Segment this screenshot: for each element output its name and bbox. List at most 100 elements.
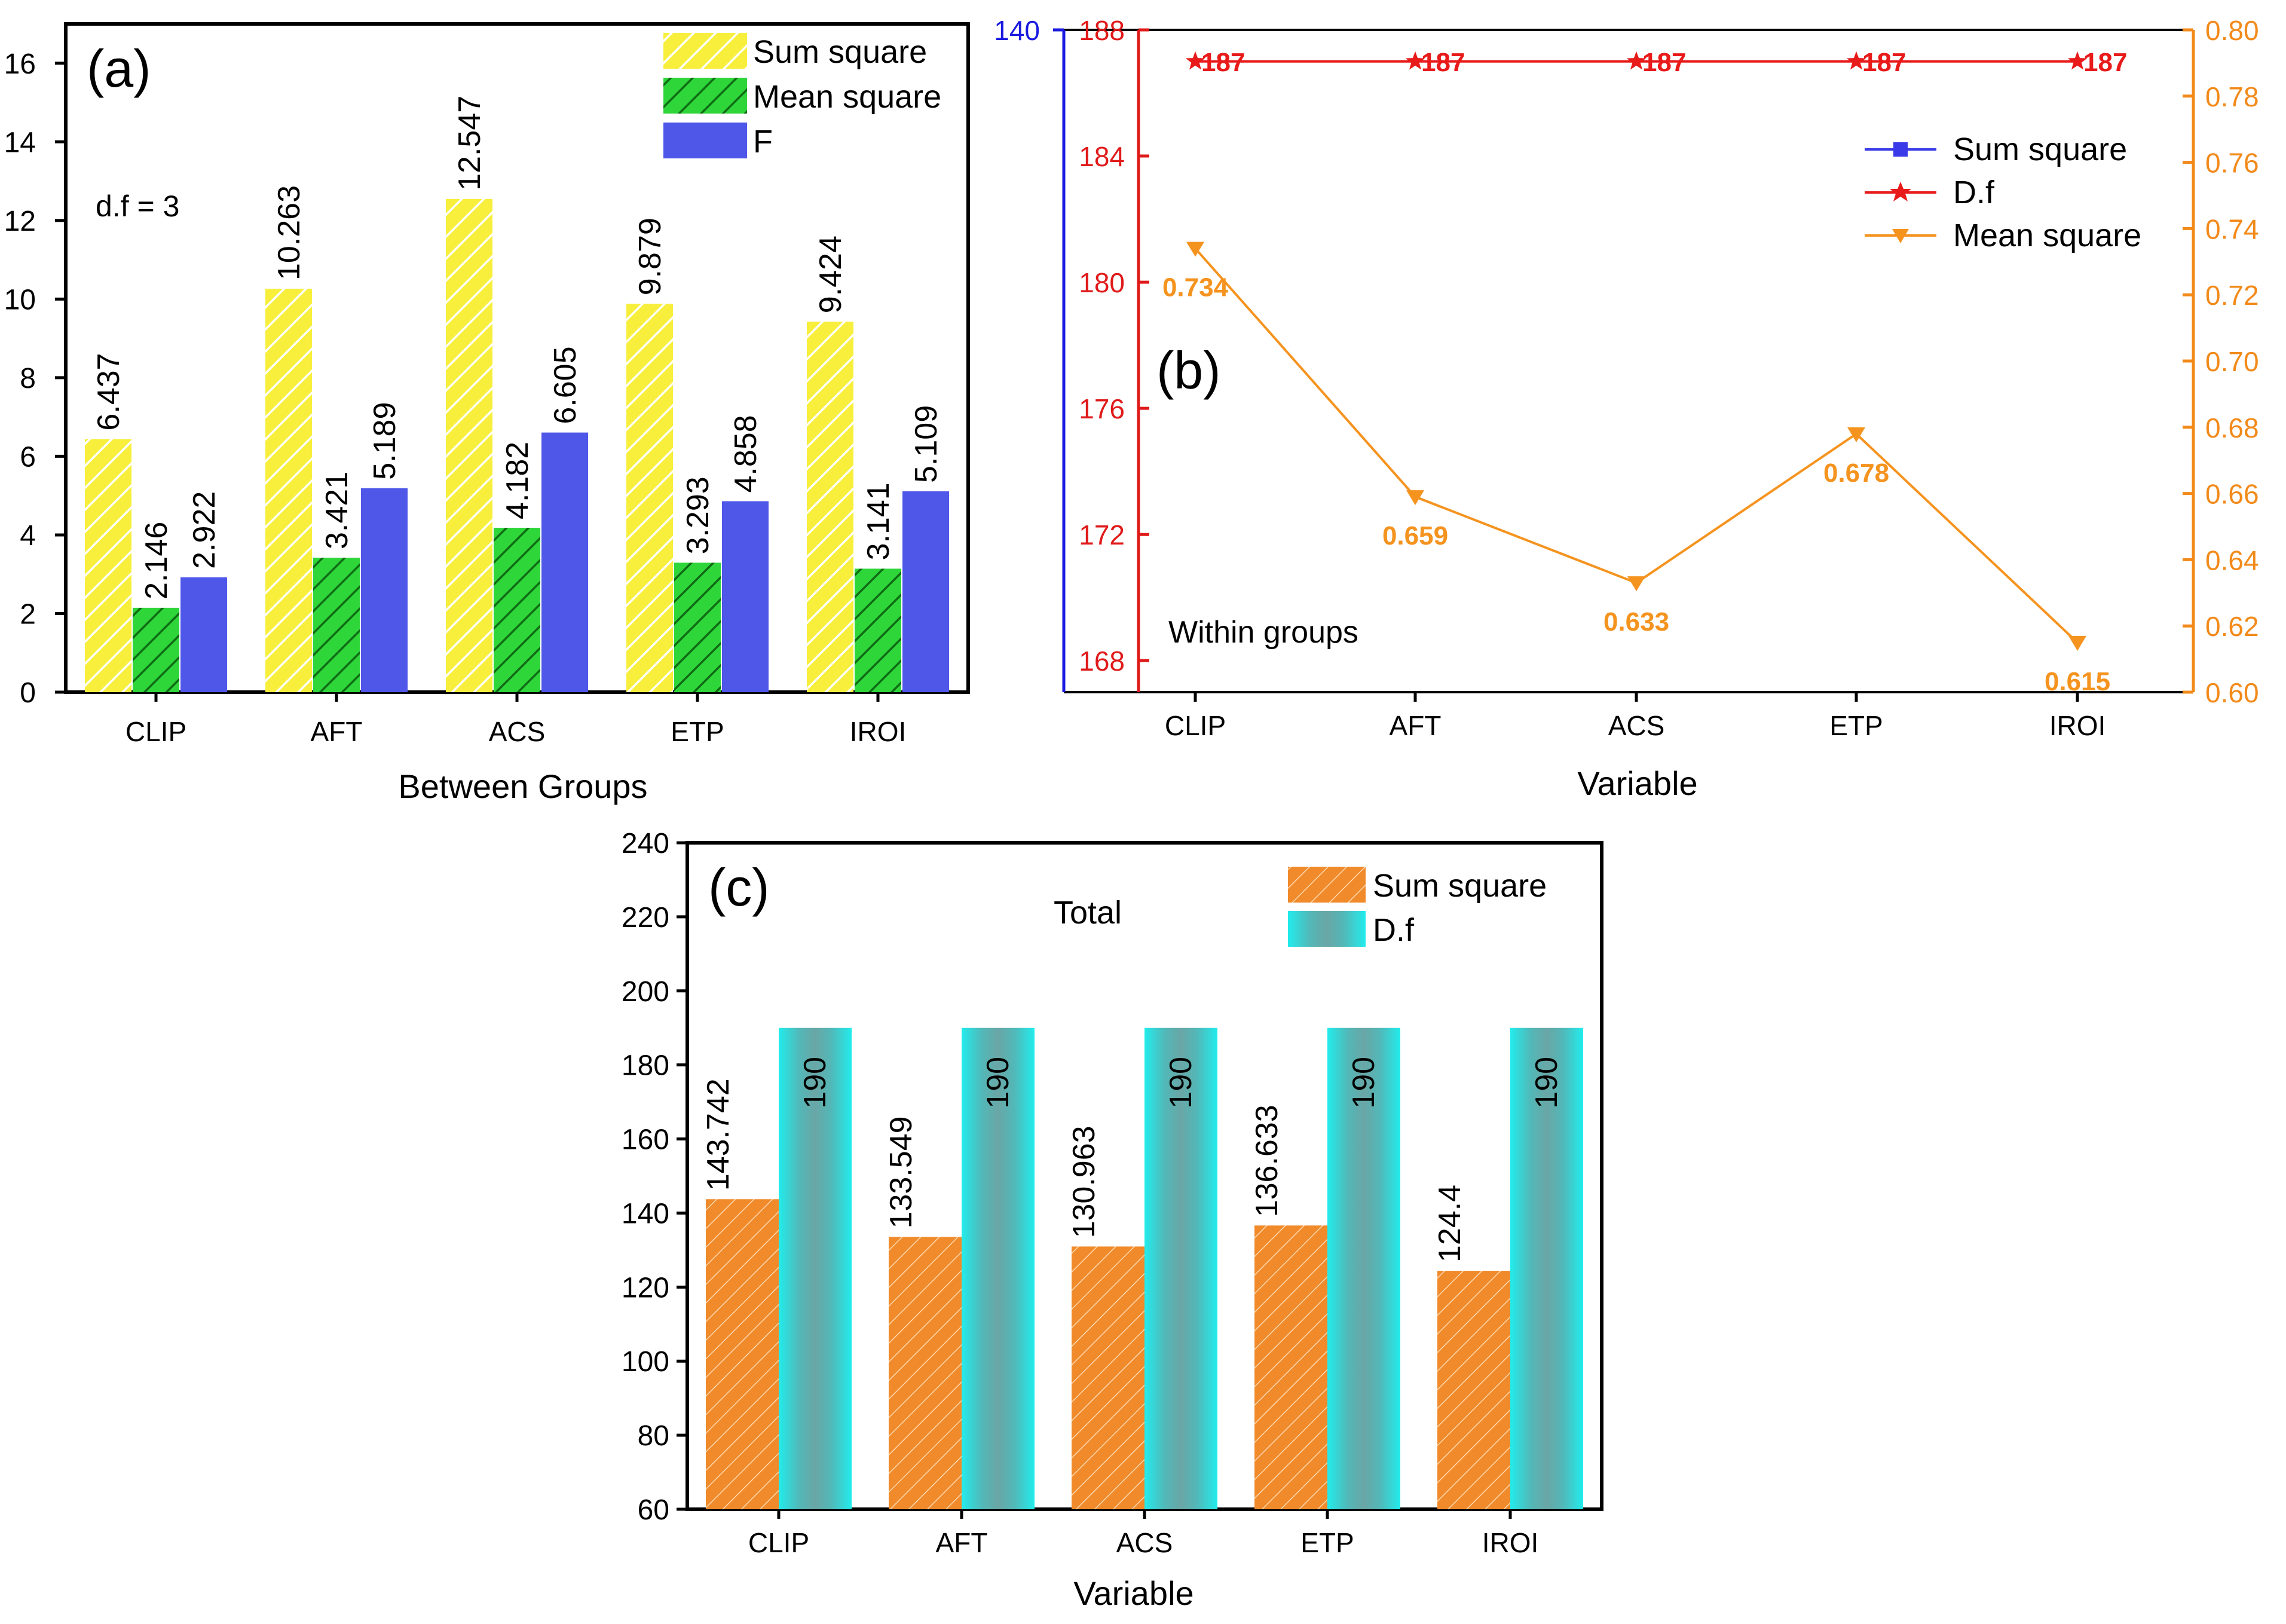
bar-sum-square bbox=[1072, 1246, 1144, 1509]
data-label-mean-square: 2.146 bbox=[139, 522, 174, 600]
y-tick-label: 4 bbox=[20, 520, 36, 552]
legend-swatch-sum-square bbox=[1288, 867, 1366, 903]
left-inner-tick-label: 176 bbox=[1079, 393, 1125, 424]
y-tick-label: 6 bbox=[20, 441, 36, 473]
bar-mean-square bbox=[313, 558, 360, 692]
bar-f bbox=[722, 501, 769, 692]
panel-c-label: (c) bbox=[708, 858, 770, 917]
data-label-d-f: 187 bbox=[2083, 48, 2127, 77]
panel-c-x-axis-title: Variable bbox=[1073, 1574, 1194, 1612]
legend-swatch-mean-square bbox=[663, 78, 747, 114]
x-tick-label: ACS bbox=[489, 716, 546, 747]
data-label-f: 5.189 bbox=[368, 402, 402, 480]
data-label-d-f: 190 bbox=[1164, 1057, 1198, 1109]
bar-f bbox=[180, 577, 227, 692]
y-tick-label: 14 bbox=[4, 127, 36, 158]
marker-df bbox=[1626, 51, 1647, 70]
y-tick-label: 220 bbox=[622, 902, 669, 934]
panel-b-within-groups: 1201301401681721761801841880.600.620.640… bbox=[994, 15, 2259, 802]
x-tick-label: AFT bbox=[1390, 710, 1442, 741]
panel-a-x-axis: CLIP AFT ACS ETP IROI bbox=[126, 692, 906, 747]
y-tick-label: 80 bbox=[638, 1420, 669, 1452]
legend-label-f: F bbox=[753, 124, 773, 160]
data-label-d-f: 187 bbox=[1421, 48, 1465, 77]
marker-mean-square bbox=[1847, 427, 1865, 442]
panel-c-y-axis: 60 80 100 120 140 160 180 200 220 240 bbox=[622, 828, 687, 1526]
legend-label-mean-square: Mean square bbox=[1953, 218, 2141, 253]
x-tick-label: CLIP bbox=[748, 1527, 809, 1558]
data-label-sum-square: 136.633 bbox=[1250, 1105, 1284, 1217]
data-label-d-f: 187 bbox=[1642, 48, 1686, 77]
marker-mean-square bbox=[1627, 576, 1645, 592]
y-tick-label: 8 bbox=[20, 363, 36, 394]
y-tick-label: 100 bbox=[622, 1346, 669, 1378]
right-tick-label: 0.60 bbox=[2205, 677, 2259, 708]
x-tick-label: ACS bbox=[1608, 710, 1665, 741]
panel-c-bars: 143.742 190 133.549 190 130.963 190 136.633 190… bbox=[701, 1027, 1583, 1509]
legend-label-df: D.f bbox=[1373, 912, 1415, 948]
x-tick-label: ACS bbox=[1116, 1527, 1173, 1558]
right-tick-label: 0.74 bbox=[2205, 213, 2259, 244]
bar-d-f bbox=[1510, 1027, 1583, 1509]
bar-sum-square bbox=[889, 1237, 962, 1509]
bar-f bbox=[902, 491, 949, 692]
bar-sum-square bbox=[1254, 1225, 1327, 1509]
legend-swatch-sum-square bbox=[663, 33, 747, 69]
legend-label-sum-square: Sum square bbox=[1373, 868, 1547, 904]
panel-a-bars: 6.437 2.146 2.922 10.263 3.421 5.189 12.547 4.1… bbox=[85, 96, 949, 693]
panel-c-legend: Sum square D.f bbox=[1288, 867, 1547, 948]
legend-swatch-df bbox=[1288, 911, 1366, 947]
right-tick-label: 0.64 bbox=[2205, 545, 2259, 576]
data-label-d-f: 190 bbox=[981, 1057, 1015, 1109]
panel-b-label: (b) bbox=[1156, 341, 1221, 400]
data-label-d-f: 190 bbox=[798, 1057, 833, 1109]
bar-d-f bbox=[1327, 1027, 1400, 1509]
data-label-sum-square: 6.437 bbox=[91, 353, 126, 431]
bar-d-f bbox=[1144, 1027, 1217, 1509]
legend-swatch-f bbox=[663, 123, 747, 158]
bar-sum-square bbox=[626, 304, 673, 693]
bar-mean-square bbox=[674, 562, 721, 692]
data-label-f: 4.858 bbox=[729, 415, 763, 493]
right-tick-label: 0.78 bbox=[2205, 81, 2259, 112]
y-tick-label: 12 bbox=[4, 206, 36, 237]
data-label-d-f: 190 bbox=[1346, 1057, 1381, 1109]
panel-b-axes: 1201301401681721761801841880.600.620.640… bbox=[994, 15, 2259, 708]
bar-d-f bbox=[962, 1027, 1035, 1509]
panel-b-lines: 137.305123.286118.416126.753114.97518718… bbox=[1162, 48, 2127, 696]
right-tick-label: 0.76 bbox=[2205, 148, 2259, 179]
y-tick-label: 240 bbox=[622, 828, 669, 860]
marker-mean-square bbox=[1406, 490, 1424, 506]
marker-df bbox=[1405, 51, 1425, 70]
right-tick-label: 0.72 bbox=[2205, 280, 2259, 311]
right-tick-label: 0.68 bbox=[2205, 412, 2259, 444]
bar-sum-square bbox=[265, 289, 312, 692]
legend-marker-star bbox=[1890, 182, 1911, 201]
marker-df bbox=[2067, 51, 2088, 70]
panel-a-between-groups: 0 2 4 6 8 10 12 14 16 6.437 2.146 2.922 10.263 3.421… bbox=[4, 22, 970, 805]
right-tick-label: 0.62 bbox=[2205, 611, 2259, 642]
marker-df bbox=[1185, 51, 1205, 70]
panel-c-x-axis: CLIP AFT ACS ETP IROI bbox=[748, 1509, 1538, 1558]
data-label-sum-square: 9.424 bbox=[813, 236, 848, 313]
panel-b-annotation: Within groups bbox=[1168, 615, 1358, 650]
x-tick-label: AFT bbox=[311, 716, 363, 747]
data-label-mean-square: 0.678 bbox=[1823, 458, 1889, 488]
data-label-f: 2.922 bbox=[187, 491, 222, 569]
bar-d-f bbox=[779, 1027, 852, 1509]
data-label-f: 5.109 bbox=[909, 405, 944, 483]
data-label-sum-square: 10.263 bbox=[272, 185, 307, 280]
x-tick-label: CLIP bbox=[126, 716, 186, 747]
bar-f bbox=[541, 432, 588, 692]
right-tick-label: 0.70 bbox=[2205, 346, 2259, 377]
panel-a-annotation: d.f = 3 bbox=[96, 189, 179, 223]
left-inner-tick-label: 184 bbox=[1079, 141, 1125, 172]
y-tick-label: 60 bbox=[638, 1494, 669, 1526]
y-tick-label: 16 bbox=[4, 48, 36, 80]
bar-mean-square bbox=[494, 527, 540, 692]
x-tick-label: IROI bbox=[2049, 710, 2106, 741]
legend-label-sum-square: Sum square bbox=[753, 34, 927, 70]
legend-label-sum-square: Sum square bbox=[1953, 131, 2127, 167]
data-label-sum-square: 133.549 bbox=[884, 1116, 919, 1228]
